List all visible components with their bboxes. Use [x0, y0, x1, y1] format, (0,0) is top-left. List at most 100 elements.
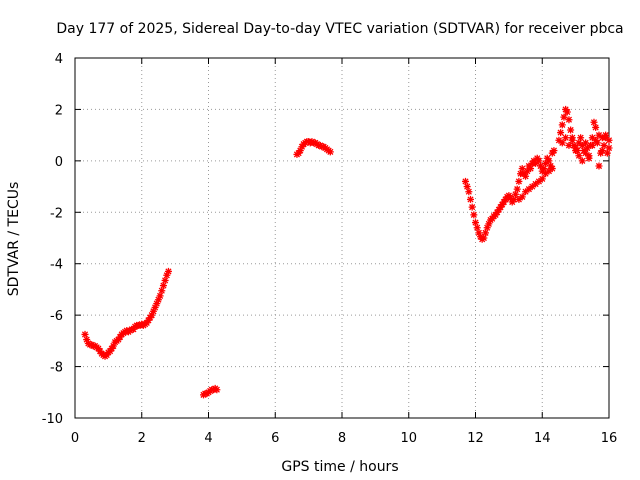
data-point	[538, 175, 546, 183]
data-point	[528, 183, 536, 191]
grid	[75, 58, 609, 418]
data-point	[149, 307, 157, 315]
x-axis-label: GPS time / hours	[281, 459, 398, 475]
data-point	[568, 136, 576, 144]
y-tick-label: 4	[55, 52, 63, 67]
data-point	[153, 300, 161, 308]
data-point	[518, 193, 526, 201]
data-point	[542, 159, 550, 167]
data-point	[540, 165, 548, 173]
data-point	[480, 234, 488, 242]
y-tick-label: 0	[55, 155, 63, 170]
data-point	[510, 195, 518, 203]
x-tick-label: 0	[71, 431, 79, 446]
data-point	[595, 162, 603, 170]
data-point	[522, 188, 530, 196]
data-point	[582, 149, 590, 157]
data-point	[465, 188, 473, 196]
data-point	[578, 157, 586, 165]
data-point	[213, 386, 221, 394]
data-point	[550, 147, 558, 155]
data-point	[582, 139, 590, 147]
y-axis-label: SDTVAR / TECUs	[6, 182, 22, 297]
data-point	[515, 195, 523, 203]
data-point	[473, 224, 481, 232]
data-point	[475, 229, 483, 237]
data-point	[156, 292, 164, 300]
data-point	[592, 136, 600, 144]
x-tick-label: 2	[138, 431, 146, 446]
data-point	[151, 303, 159, 311]
data-point	[557, 129, 565, 137]
data-point	[527, 165, 535, 173]
data-point	[548, 165, 556, 173]
data-point	[605, 144, 613, 152]
data-point	[159, 282, 167, 290]
data-point	[472, 219, 479, 227]
data-point	[598, 147, 606, 155]
data-point	[567, 126, 575, 134]
data-point	[572, 147, 580, 155]
data-point	[148, 311, 156, 319]
y-tick-label: 2	[55, 103, 63, 118]
data-point	[523, 167, 531, 175]
data-point	[109, 342, 117, 350]
data-point	[163, 271, 171, 279]
data-point	[592, 123, 600, 131]
data-point	[532, 159, 540, 167]
data-point	[583, 144, 591, 152]
data-point	[585, 154, 593, 162]
chart-title: Day 177 of 2025, Sidereal Day-to-day VTE…	[56, 21, 623, 37]
data-point	[535, 157, 543, 165]
data-point	[466, 195, 474, 203]
data-point	[562, 134, 570, 142]
x-tick-label: 12	[467, 431, 484, 446]
y-tick-label: -10	[42, 412, 63, 427]
data-point	[595, 131, 603, 139]
data-point	[81, 330, 89, 338]
data-point	[602, 134, 610, 142]
x-tick-label: 4	[204, 431, 212, 446]
data-point	[83, 336, 91, 344]
data-point	[296, 147, 304, 155]
data-point	[512, 190, 520, 198]
y-tick-label: -2	[50, 206, 63, 221]
data-point	[483, 224, 491, 232]
data-point	[555, 136, 563, 144]
data-point	[513, 185, 521, 193]
x-tick-label: 8	[338, 431, 346, 446]
data-point	[522, 172, 530, 180]
data-point	[161, 276, 169, 284]
data-point	[578, 141, 586, 149]
data-point	[603, 149, 611, 157]
data-point	[590, 118, 598, 126]
data-point	[545, 157, 553, 165]
data-point	[507, 194, 515, 202]
data-point	[468, 203, 476, 211]
data-point	[558, 121, 566, 129]
data-point	[588, 134, 596, 142]
data-point	[461, 177, 469, 185]
data-point	[482, 229, 490, 237]
data-point	[537, 162, 545, 170]
data-point	[154, 296, 162, 304]
data-point	[558, 139, 566, 147]
x-tick-label: 14	[534, 431, 551, 446]
data-point	[164, 267, 172, 275]
data-markers	[81, 105, 613, 399]
data-point	[588, 141, 596, 149]
data-point	[577, 134, 585, 142]
data-point	[326, 148, 334, 156]
y-tick-label: -4	[50, 258, 63, 273]
data-point	[525, 185, 533, 193]
data-point	[158, 287, 166, 295]
data-point	[563, 108, 571, 116]
x-tick-label: 16	[601, 431, 618, 446]
data-point	[565, 141, 573, 149]
data-point	[532, 180, 540, 188]
data-point	[545, 167, 553, 175]
y-tick-label: -6	[50, 309, 63, 324]
x-tick-label: 10	[400, 431, 417, 446]
